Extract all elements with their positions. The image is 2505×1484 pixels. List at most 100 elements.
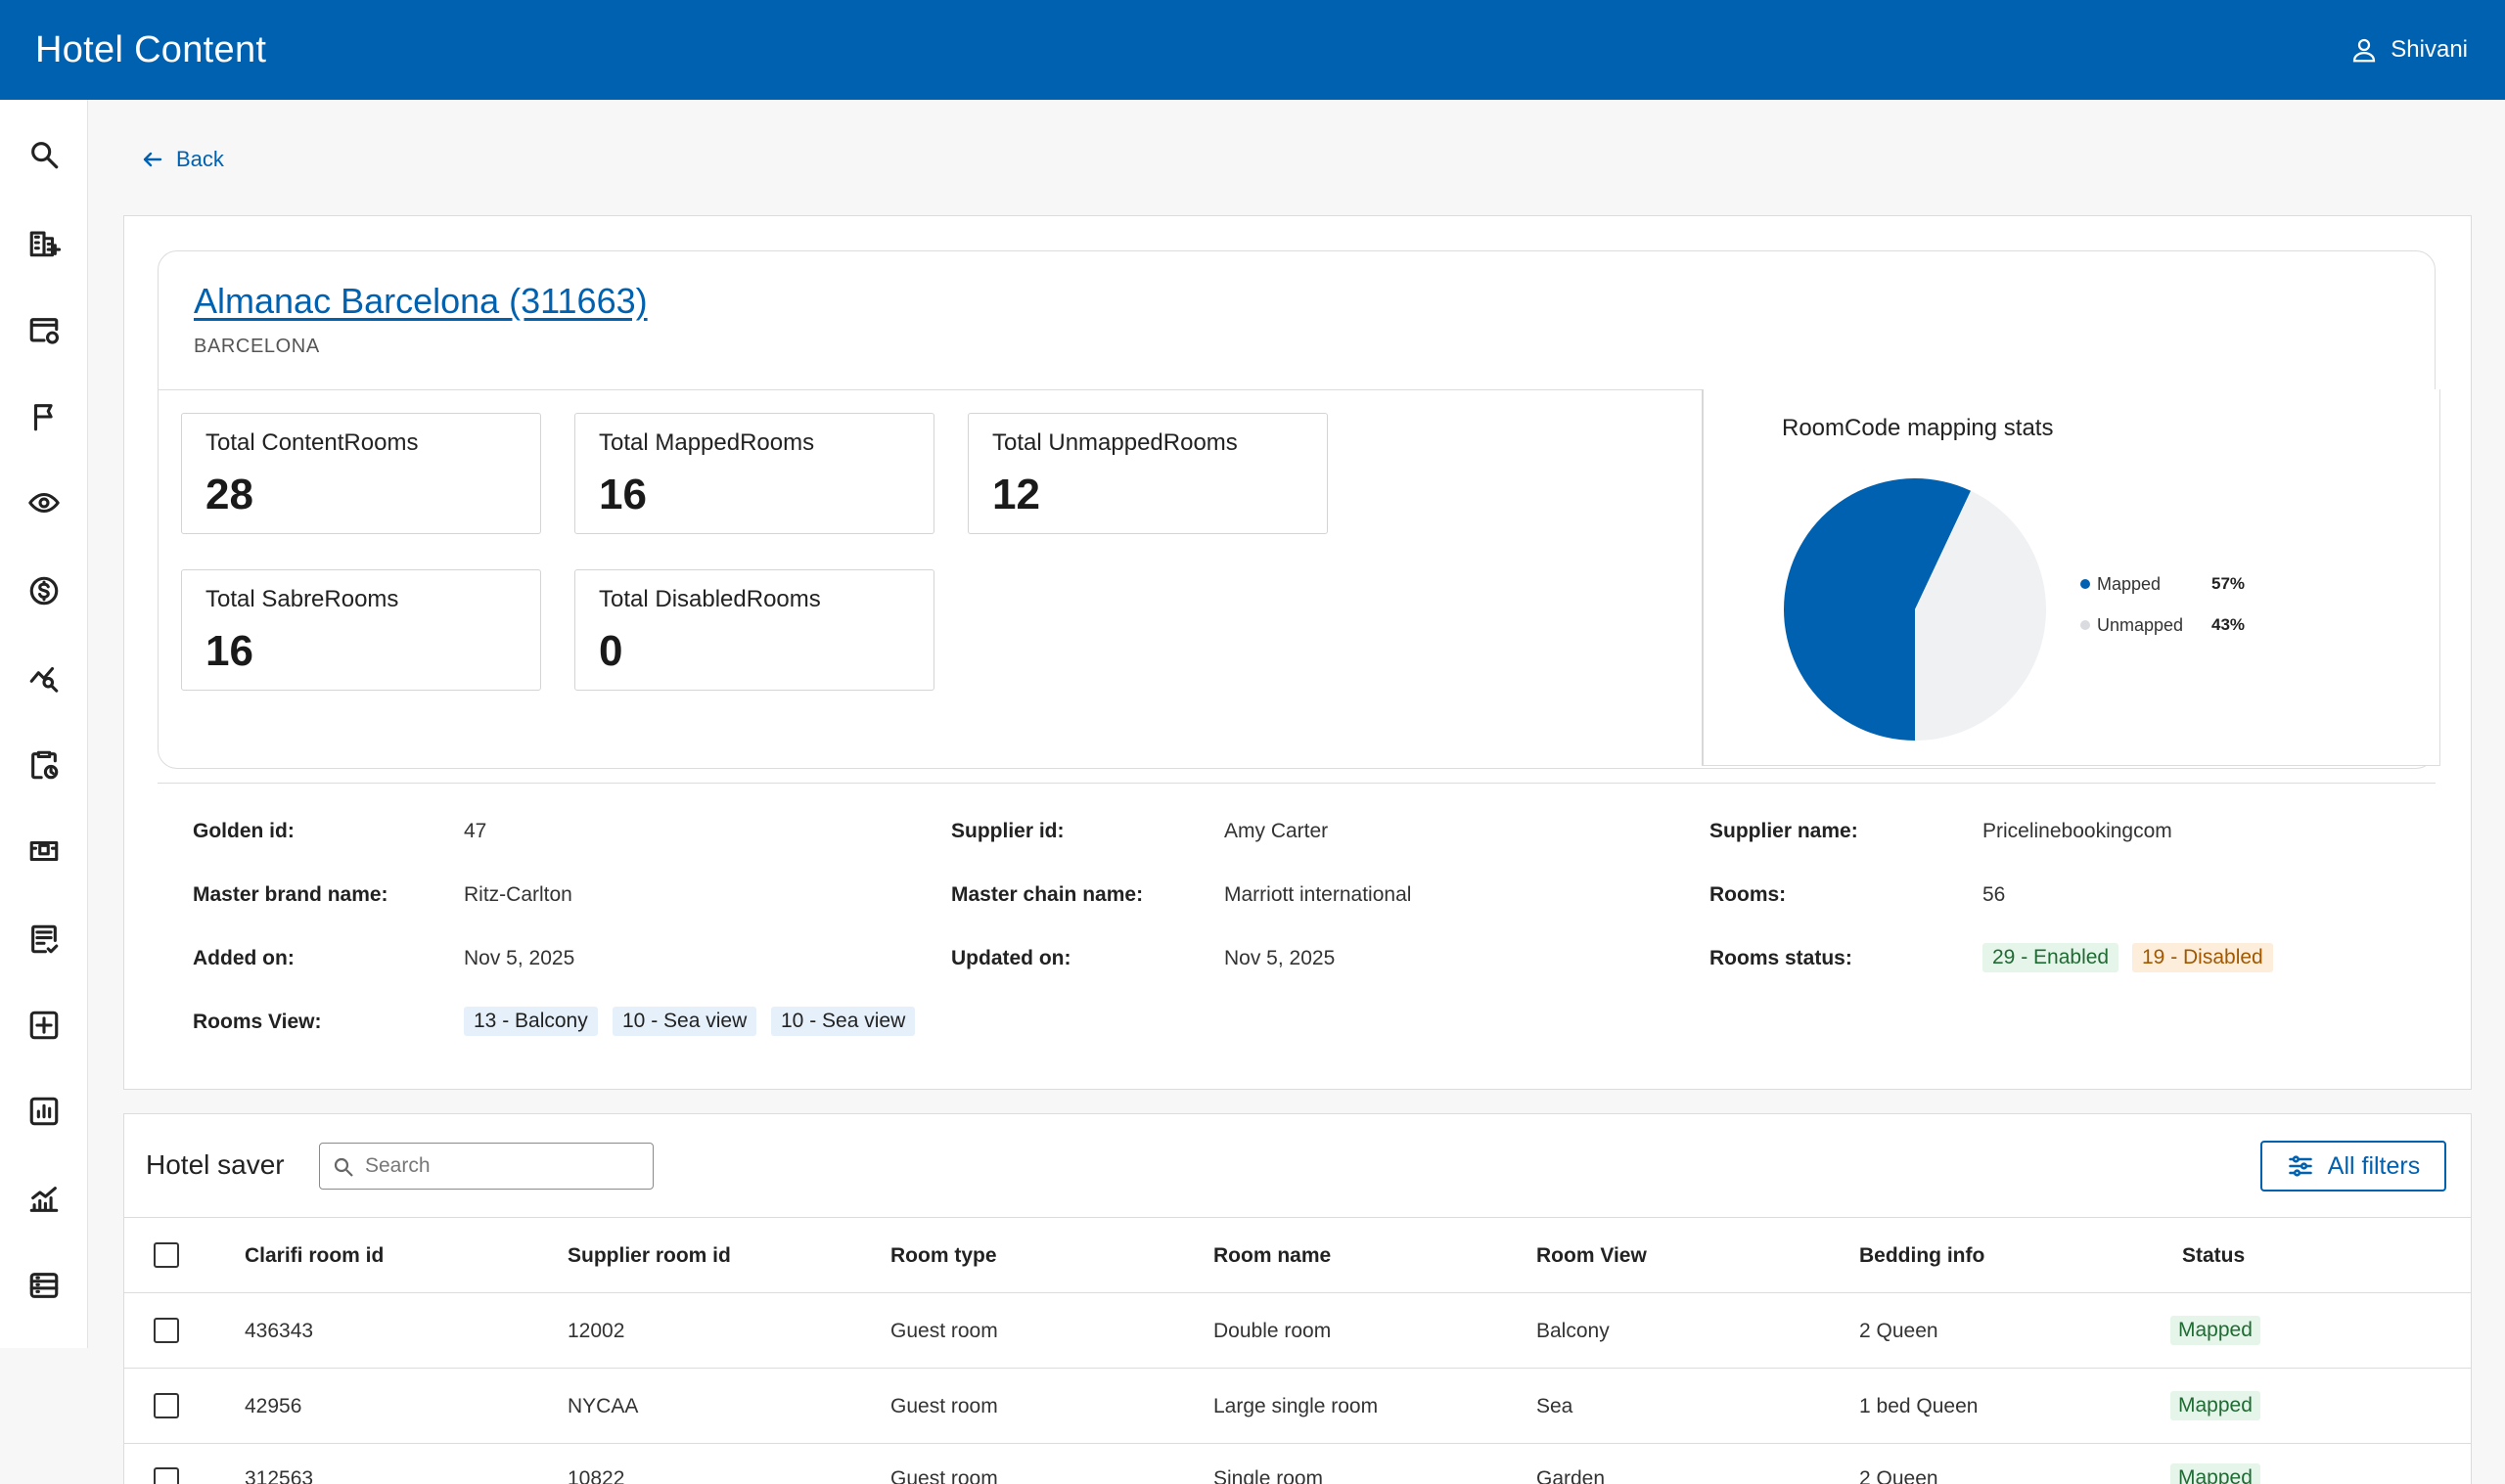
user-name: Shivani (2391, 36, 2468, 63)
column-header[interactable]: Clarifi room id (245, 1244, 385, 1267)
rooms-label: Rooms: (1709, 883, 1787, 906)
supplier-id-value: Amy Carter (1224, 820, 1329, 842)
cell-clarifi-id: 42956 (245, 1395, 302, 1417)
cell-room-name: Single room (1213, 1467, 1324, 1484)
pie-chart: Mapped 57% Unmapped 43% (1783, 477, 2245, 741)
hotel-header: Almanac Barcelona (311663) BARCELONA (159, 251, 2435, 390)
column-header[interactable]: Supplier room id (568, 1244, 731, 1267)
table-title: Hotel saver (146, 1149, 285, 1180)
updated-on-label: Updated on: (951, 947, 1071, 969)
rooms-value: 56 (1982, 883, 2006, 906)
master-chain-label: Master chain name: (951, 883, 1144, 906)
stat-value: 12 (992, 471, 1040, 518)
master-brand-value: Ritz-Carlton (464, 883, 572, 906)
cell-room-type: Guest room (890, 1320, 998, 1342)
stat-label: Total SabreRooms (205, 586, 399, 612)
cell-room-type: Guest room (890, 1395, 998, 1417)
row-checkbox[interactable] (154, 1467, 179, 1484)
column-header[interactable]: Bedding info (1859, 1244, 1985, 1267)
search-icon (334, 1157, 353, 1177)
row-checkbox[interactable] (154, 1318, 179, 1343)
cell-supplier-id: 12002 (568, 1320, 625, 1342)
golden-id-label: Golden id: (193, 820, 295, 842)
supplier-id-label: Supplier id: (951, 820, 1065, 842)
sliders-icon (2288, 1155, 2312, 1177)
golden-id-value: 47 (464, 820, 487, 842)
stat-card-disabled-rooms: Total DisabledRooms 0 (574, 569, 934, 691)
dollar-icon[interactable] (26, 573, 62, 608)
stat-card-sabre-rooms: Total SabreRooms 16 (181, 569, 541, 691)
app-title: Hotel Content (35, 28, 267, 70)
bed-icon[interactable] (26, 833, 62, 869)
status-badge: Mapped (2170, 1391, 2260, 1420)
legend-label: Unmapped (2097, 615, 2183, 635)
cell-clarifi-id: 312563 (245, 1467, 314, 1484)
sidebar (0, 100, 88, 1348)
cell-clarifi-id: 436343 (245, 1320, 314, 1342)
row-divider (124, 1443, 2471, 1444)
table-divider (124, 1217, 2471, 1218)
added-on-label: Added on: (193, 947, 295, 969)
cell-room-type: Guest room (890, 1467, 998, 1484)
back-link[interactable]: Back (141, 147, 224, 172)
master-brand-label: Master brand name: (193, 883, 388, 906)
pie-slice-mapped[interactable] (1783, 477, 1972, 741)
cell-bedding: 2 Queen (1859, 1320, 1938, 1342)
column-header[interactable]: Room type (890, 1244, 997, 1267)
bar-chart-icon[interactable] (26, 1094, 62, 1129)
browser-sync-icon[interactable] (26, 313, 62, 348)
cell-room-name: Large single room (1213, 1395, 1379, 1417)
stat-label: Total UnmappedRooms (992, 429, 1238, 456)
select-all-checkbox[interactable] (154, 1242, 179, 1268)
supplier-name-value: Pricelinebookingcom (1982, 820, 2172, 842)
hotel-city: BARCELONA (194, 336, 320, 357)
stat-card-unmapped-rooms: Total UnmappedRooms 12 (968, 413, 1328, 534)
document-check-icon[interactable] (26, 922, 62, 957)
status-badge: Mapped (2170, 1463, 2260, 1484)
cell-bedding: 1 bed Queen (1859, 1395, 1979, 1417)
section-divider (158, 783, 2436, 784)
top-bar: Hotel Content Shivani (0, 0, 2505, 100)
row-divider (124, 1368, 2471, 1369)
search-input[interactable] (365, 1149, 639, 1183)
disabled-badge: 19 - Disabled (2132, 943, 2273, 972)
row-checkbox[interactable] (154, 1393, 179, 1418)
column-header[interactable]: Status (2182, 1244, 2246, 1267)
search-field[interactable] (319, 1143, 654, 1190)
user-menu[interactable]: Shivani (2349, 35, 2470, 65)
plus-box-icon[interactable] (26, 1008, 62, 1043)
master-chain-value: Marriott international (1224, 883, 1412, 906)
room-view-badge: 10 - Sea view (771, 1007, 916, 1036)
cell-room-view: Balcony (1536, 1320, 1610, 1342)
updated-on-value: Nov 5, 2025 (1224, 947, 1336, 969)
list-icon[interactable] (26, 1268, 62, 1303)
chart-title: RoomCode mapping stats (1782, 415, 2054, 441)
legend-label: Mapped (2097, 574, 2161, 594)
stat-label: Total ContentRooms (205, 429, 419, 456)
all-filters-label: All filters (2327, 1151, 2421, 1180)
legend-dot (2080, 620, 2090, 630)
legend-dot (2080, 579, 2090, 589)
column-header[interactable]: Room View (1536, 1244, 1647, 1267)
legend-value: 57% (2211, 574, 2245, 593)
stat-value: 28 (205, 471, 253, 518)
clipboard-clock-icon[interactable] (26, 747, 62, 783)
stat-card-mapped-rooms: Total MappedRooms 16 (574, 413, 934, 534)
cell-room-view: Garden (1536, 1467, 1606, 1484)
added-on-value: Nov 5, 2025 (464, 947, 575, 969)
room-view-badge: 10 - Sea view (613, 1007, 757, 1036)
pie-slice-unmapped[interactable] (1915, 490, 2046, 741)
search-icon[interactable] (26, 137, 62, 172)
line-chart-icon[interactable] (26, 1182, 62, 1217)
eye-icon[interactable] (26, 485, 62, 520)
all-filters-button[interactable]: All filters (2260, 1141, 2446, 1192)
hotel-name-link[interactable]: Almanac Barcelona (311663) (194, 281, 648, 321)
building-add-icon[interactable] (26, 225, 62, 260)
chart-search-icon[interactable] (26, 659, 62, 695)
mapping-stats-chart: RoomCode mapping stats Mapped 57% Unmapped… (1702, 389, 2440, 766)
cell-room-view: Sea (1536, 1395, 1573, 1417)
flag-icon[interactable] (26, 399, 62, 434)
enabled-badge: 29 - Enabled (1982, 943, 2119, 972)
legend-value: 43% (2211, 615, 2245, 634)
column-header[interactable]: Room name (1213, 1244, 1332, 1267)
